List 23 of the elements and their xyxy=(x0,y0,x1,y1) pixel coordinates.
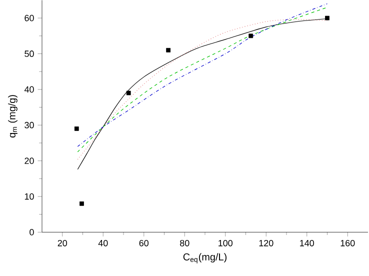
x-tick-label: 80 xyxy=(180,240,190,246)
point xyxy=(126,90,131,96)
x-tick-label: 60 xyxy=(139,240,149,246)
y-tick-label: 60 xyxy=(24,14,34,22)
y-tick-label: 50 xyxy=(24,50,34,57)
x-tick-label: 20 xyxy=(58,240,68,246)
y-axis-title: q$_{m}$ (mg/g) xyxy=(8,95,18,138)
x-tick-label: 40 xyxy=(98,240,108,246)
y-tick-label: 30 xyxy=(24,122,34,128)
y-tick-label: 10 xyxy=(24,193,34,200)
x-tick-label: 140 xyxy=(300,240,314,246)
point xyxy=(248,34,254,38)
x-axis-title: C$_{eq}$(mg/L) xyxy=(183,253,226,264)
y-tick-label: 0 xyxy=(30,228,34,236)
y-tick-label: 40 xyxy=(24,86,34,93)
x-tick-label: 160 xyxy=(340,240,355,246)
x-tick-label: 120 xyxy=(259,240,274,246)
point xyxy=(166,48,171,52)
x-tick-label: 100 xyxy=(218,240,233,246)
point xyxy=(74,126,79,131)
point xyxy=(80,201,84,206)
y-tick-label: 20 xyxy=(24,158,34,164)
point xyxy=(325,16,330,20)
